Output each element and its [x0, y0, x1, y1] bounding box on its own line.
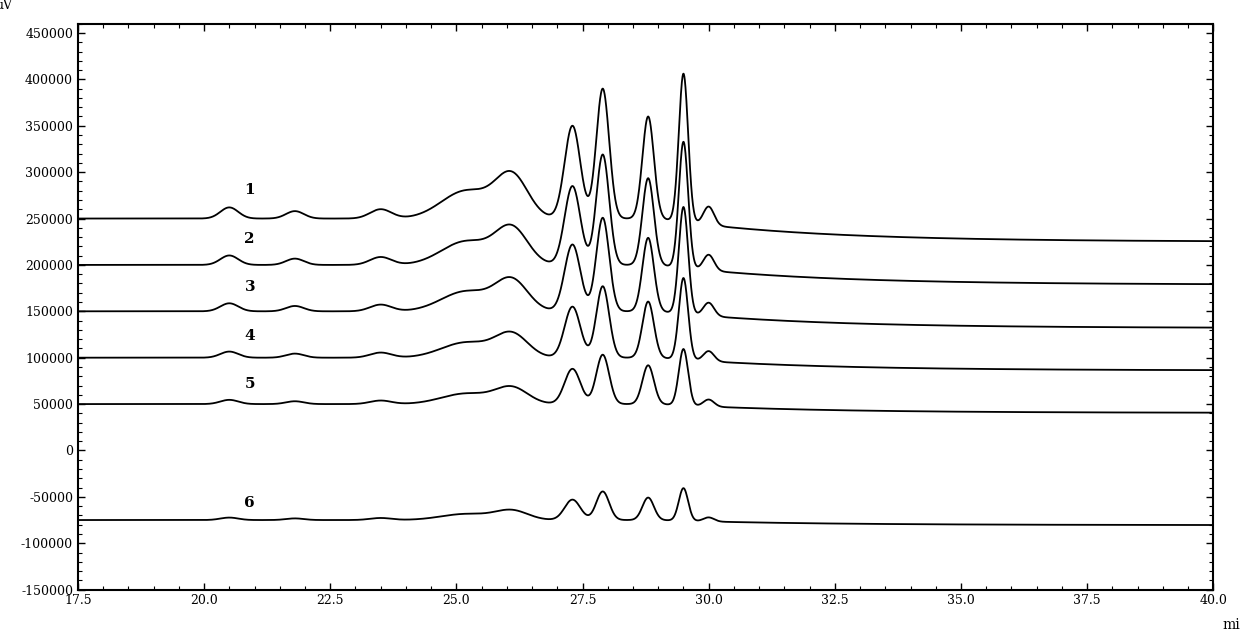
X-axis label: min: min: [1223, 618, 1240, 632]
Text: 5: 5: [244, 377, 255, 391]
Text: 3: 3: [244, 280, 255, 294]
Y-axis label: uV: uV: [0, 0, 12, 13]
Text: 4: 4: [244, 329, 255, 343]
Text: 2: 2: [244, 232, 255, 246]
Text: 6: 6: [244, 495, 255, 509]
Text: 1: 1: [244, 184, 255, 197]
